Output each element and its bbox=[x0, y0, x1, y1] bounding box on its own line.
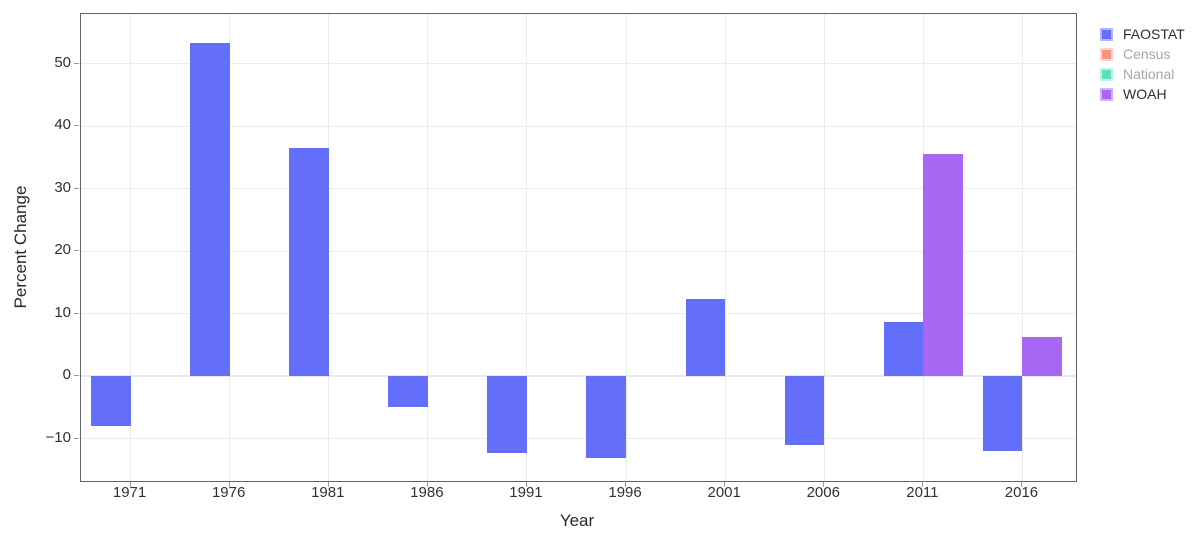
bar-faostat-2000[interactable] bbox=[685, 298, 726, 377]
y-gridline bbox=[81, 63, 1076, 65]
x-gridline bbox=[625, 14, 627, 481]
legend-item-national[interactable]: National bbox=[1100, 64, 1185, 84]
x-tick-mark bbox=[228, 481, 230, 487]
legend-item-faostat[interactable]: FAOSTAT bbox=[1100, 24, 1185, 44]
x-tick-label: 2006 bbox=[806, 484, 840, 501]
y-gridline bbox=[81, 250, 1076, 252]
x-tick-mark bbox=[625, 481, 627, 487]
legend-swatch-icon bbox=[1100, 67, 1113, 81]
x-tick-label: 1991 bbox=[509, 484, 543, 501]
y-tick-label: 50 bbox=[54, 53, 71, 71]
y-tick-mark bbox=[73, 187, 79, 189]
plot-area bbox=[80, 13, 1077, 482]
bar-faostat-1975[interactable] bbox=[190, 42, 230, 377]
legend-swatch-icon bbox=[1100, 47, 1113, 61]
legend-label: Census bbox=[1123, 46, 1171, 62]
y-tick-mark bbox=[73, 312, 79, 314]
y-tick-mark bbox=[73, 125, 79, 127]
bar-faostat-2010[interactable] bbox=[883, 321, 924, 377]
x-gridline bbox=[1021, 14, 1023, 481]
x-gridline bbox=[724, 14, 726, 481]
y-tick-label: 40 bbox=[54, 116, 71, 134]
bar-faostat-1990[interactable] bbox=[487, 376, 527, 453]
bar-woah-2017[interactable] bbox=[1022, 336, 1063, 377]
legend-item-woah[interactable]: WOAH bbox=[1100, 84, 1185, 104]
legend-swatch-icon bbox=[1100, 87, 1113, 101]
x-tick-label: 1976 bbox=[211, 484, 246, 501]
y-tick-label: 10 bbox=[54, 303, 71, 321]
x-tick-label: 1996 bbox=[608, 484, 642, 501]
x-gridline bbox=[823, 14, 825, 481]
legend: FAOSTAT Census National WOAH bbox=[1100, 24, 1185, 104]
x-gridline bbox=[328, 14, 330, 481]
legend-swatch-fill bbox=[1102, 29, 1111, 39]
bar-faostat-1980[interactable] bbox=[289, 147, 329, 377]
x-gridline bbox=[130, 14, 132, 481]
bar-faostat-2015[interactable] bbox=[982, 376, 1023, 452]
x-tick-label: 2016 bbox=[1004, 484, 1039, 501]
legend-swatch-icon bbox=[1100, 27, 1113, 41]
y-tick-mark bbox=[73, 250, 79, 252]
y-tick-label: 30 bbox=[54, 178, 71, 196]
y-gridline bbox=[81, 125, 1076, 127]
x-tick-label: 1986 bbox=[410, 484, 444, 501]
legend-item-census[interactable]: Census bbox=[1100, 44, 1185, 64]
x-gridline bbox=[526, 14, 528, 481]
y-tick-mark bbox=[73, 375, 79, 377]
x-tick-label: 1981 bbox=[311, 484, 345, 501]
bar-woah-2012[interactable] bbox=[923, 154, 964, 377]
y-tick-label: 20 bbox=[54, 241, 71, 259]
y-gridline bbox=[81, 313, 1076, 315]
bar-faostat-1970[interactable] bbox=[90, 376, 131, 427]
y-tick-label: 0 bbox=[62, 366, 71, 384]
x-tick-label: 2001 bbox=[707, 484, 741, 501]
zero-line bbox=[81, 375, 1076, 377]
x-tick-mark bbox=[823, 481, 825, 487]
x-tick-label: 2011 bbox=[906, 484, 939, 501]
x-tick-mark bbox=[426, 481, 428, 487]
x-tick-mark bbox=[1021, 481, 1023, 487]
legend-swatch-fill bbox=[1102, 69, 1111, 79]
y-tick-mark bbox=[73, 437, 79, 439]
x-tick-mark bbox=[129, 481, 131, 487]
bar-faostat-1995[interactable] bbox=[586, 376, 627, 458]
y-tick-mark bbox=[73, 62, 79, 64]
x-axis-title: Year bbox=[559, 511, 595, 530]
x-tick-label: 1971 bbox=[112, 484, 147, 501]
x-tick-mark bbox=[525, 481, 527, 487]
legend-swatch-fill bbox=[1102, 49, 1111, 59]
x-tick-mark bbox=[922, 481, 924, 487]
x-tick-mark bbox=[327, 481, 329, 487]
x-gridline bbox=[427, 14, 429, 481]
bar-faostat-2005[interactable] bbox=[784, 376, 825, 445]
y-gridline bbox=[81, 438, 1076, 440]
legend-label: FAOSTAT bbox=[1123, 26, 1185, 42]
legend-swatch-fill bbox=[1102, 89, 1111, 99]
y-gridline bbox=[81, 188, 1076, 190]
y-tick-label: −10 bbox=[45, 428, 71, 446]
bar-faostat-1985[interactable] bbox=[388, 376, 428, 407]
x-tick-mark bbox=[724, 481, 726, 487]
legend-label: WOAH bbox=[1123, 86, 1167, 102]
x-gridline bbox=[229, 14, 231, 481]
legend-label: National bbox=[1123, 66, 1175, 82]
